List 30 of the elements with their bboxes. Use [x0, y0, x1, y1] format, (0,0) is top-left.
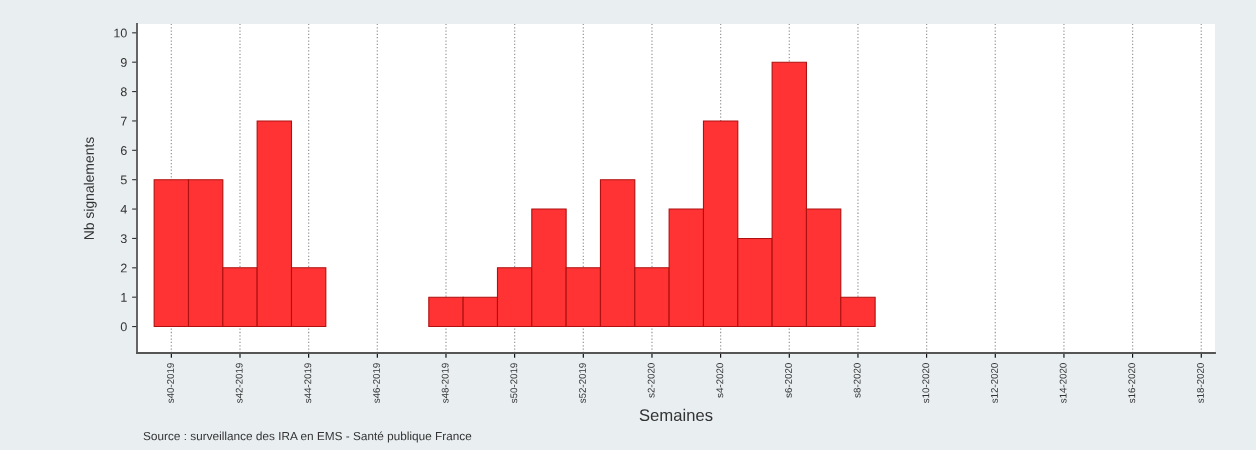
- x-tick-label: s2-2020: [647, 363, 655, 398]
- y-tick-label: 0: [120, 322, 127, 332]
- y-tick-label: 2: [120, 263, 127, 273]
- y-axis-title: Nb signalements: [83, 137, 97, 240]
- y-tick-label: 1: [121, 293, 127, 302]
- x-tick-label: s8-2020: [853, 363, 861, 398]
- x-tick-label: s40-2019: [167, 363, 174, 403]
- x-tick-label: s48-2019: [441, 363, 449, 403]
- x-tick-label: s4-2020: [716, 363, 724, 398]
- y-tick-label: 6: [120, 146, 127, 155]
- y-tick-label: 7: [120, 116, 127, 126]
- y-tick-label: 8: [120, 87, 127, 97]
- x-tick-label: s10-2020: [922, 363, 930, 403]
- x-tick-label: s52-2019: [579, 363, 586, 403]
- x-tick-label: s6-2020: [785, 363, 792, 398]
- x-tick-label: s44-2019: [304, 363, 312, 403]
- x-axis-title: Semaines: [639, 408, 713, 422]
- y-tick-label: 9: [120, 57, 127, 67]
- source-note: Source : surveillance des IRA en EMS - Santé publique France: [143, 431, 472, 443]
- x-tick-label: s16-2020: [1128, 363, 1136, 403]
- y-tick-label: 10: [114, 28, 127, 38]
- x-tick-label: s42-2019: [235, 363, 243, 403]
- y-tick-label: 3: [120, 234, 127, 244]
- x-tick-label: s12-2020: [991, 363, 998, 403]
- x-tick-label: s46-2019: [373, 363, 380, 403]
- x-tick-label: s14-2020: [1059, 363, 1067, 403]
- x-tick-label: s50-2019: [510, 363, 518, 403]
- y-tick-label: 5: [120, 175, 127, 185]
- x-tick-label: s18-2020: [1196, 363, 1204, 403]
- y-tick-label: 4: [120, 204, 127, 214]
